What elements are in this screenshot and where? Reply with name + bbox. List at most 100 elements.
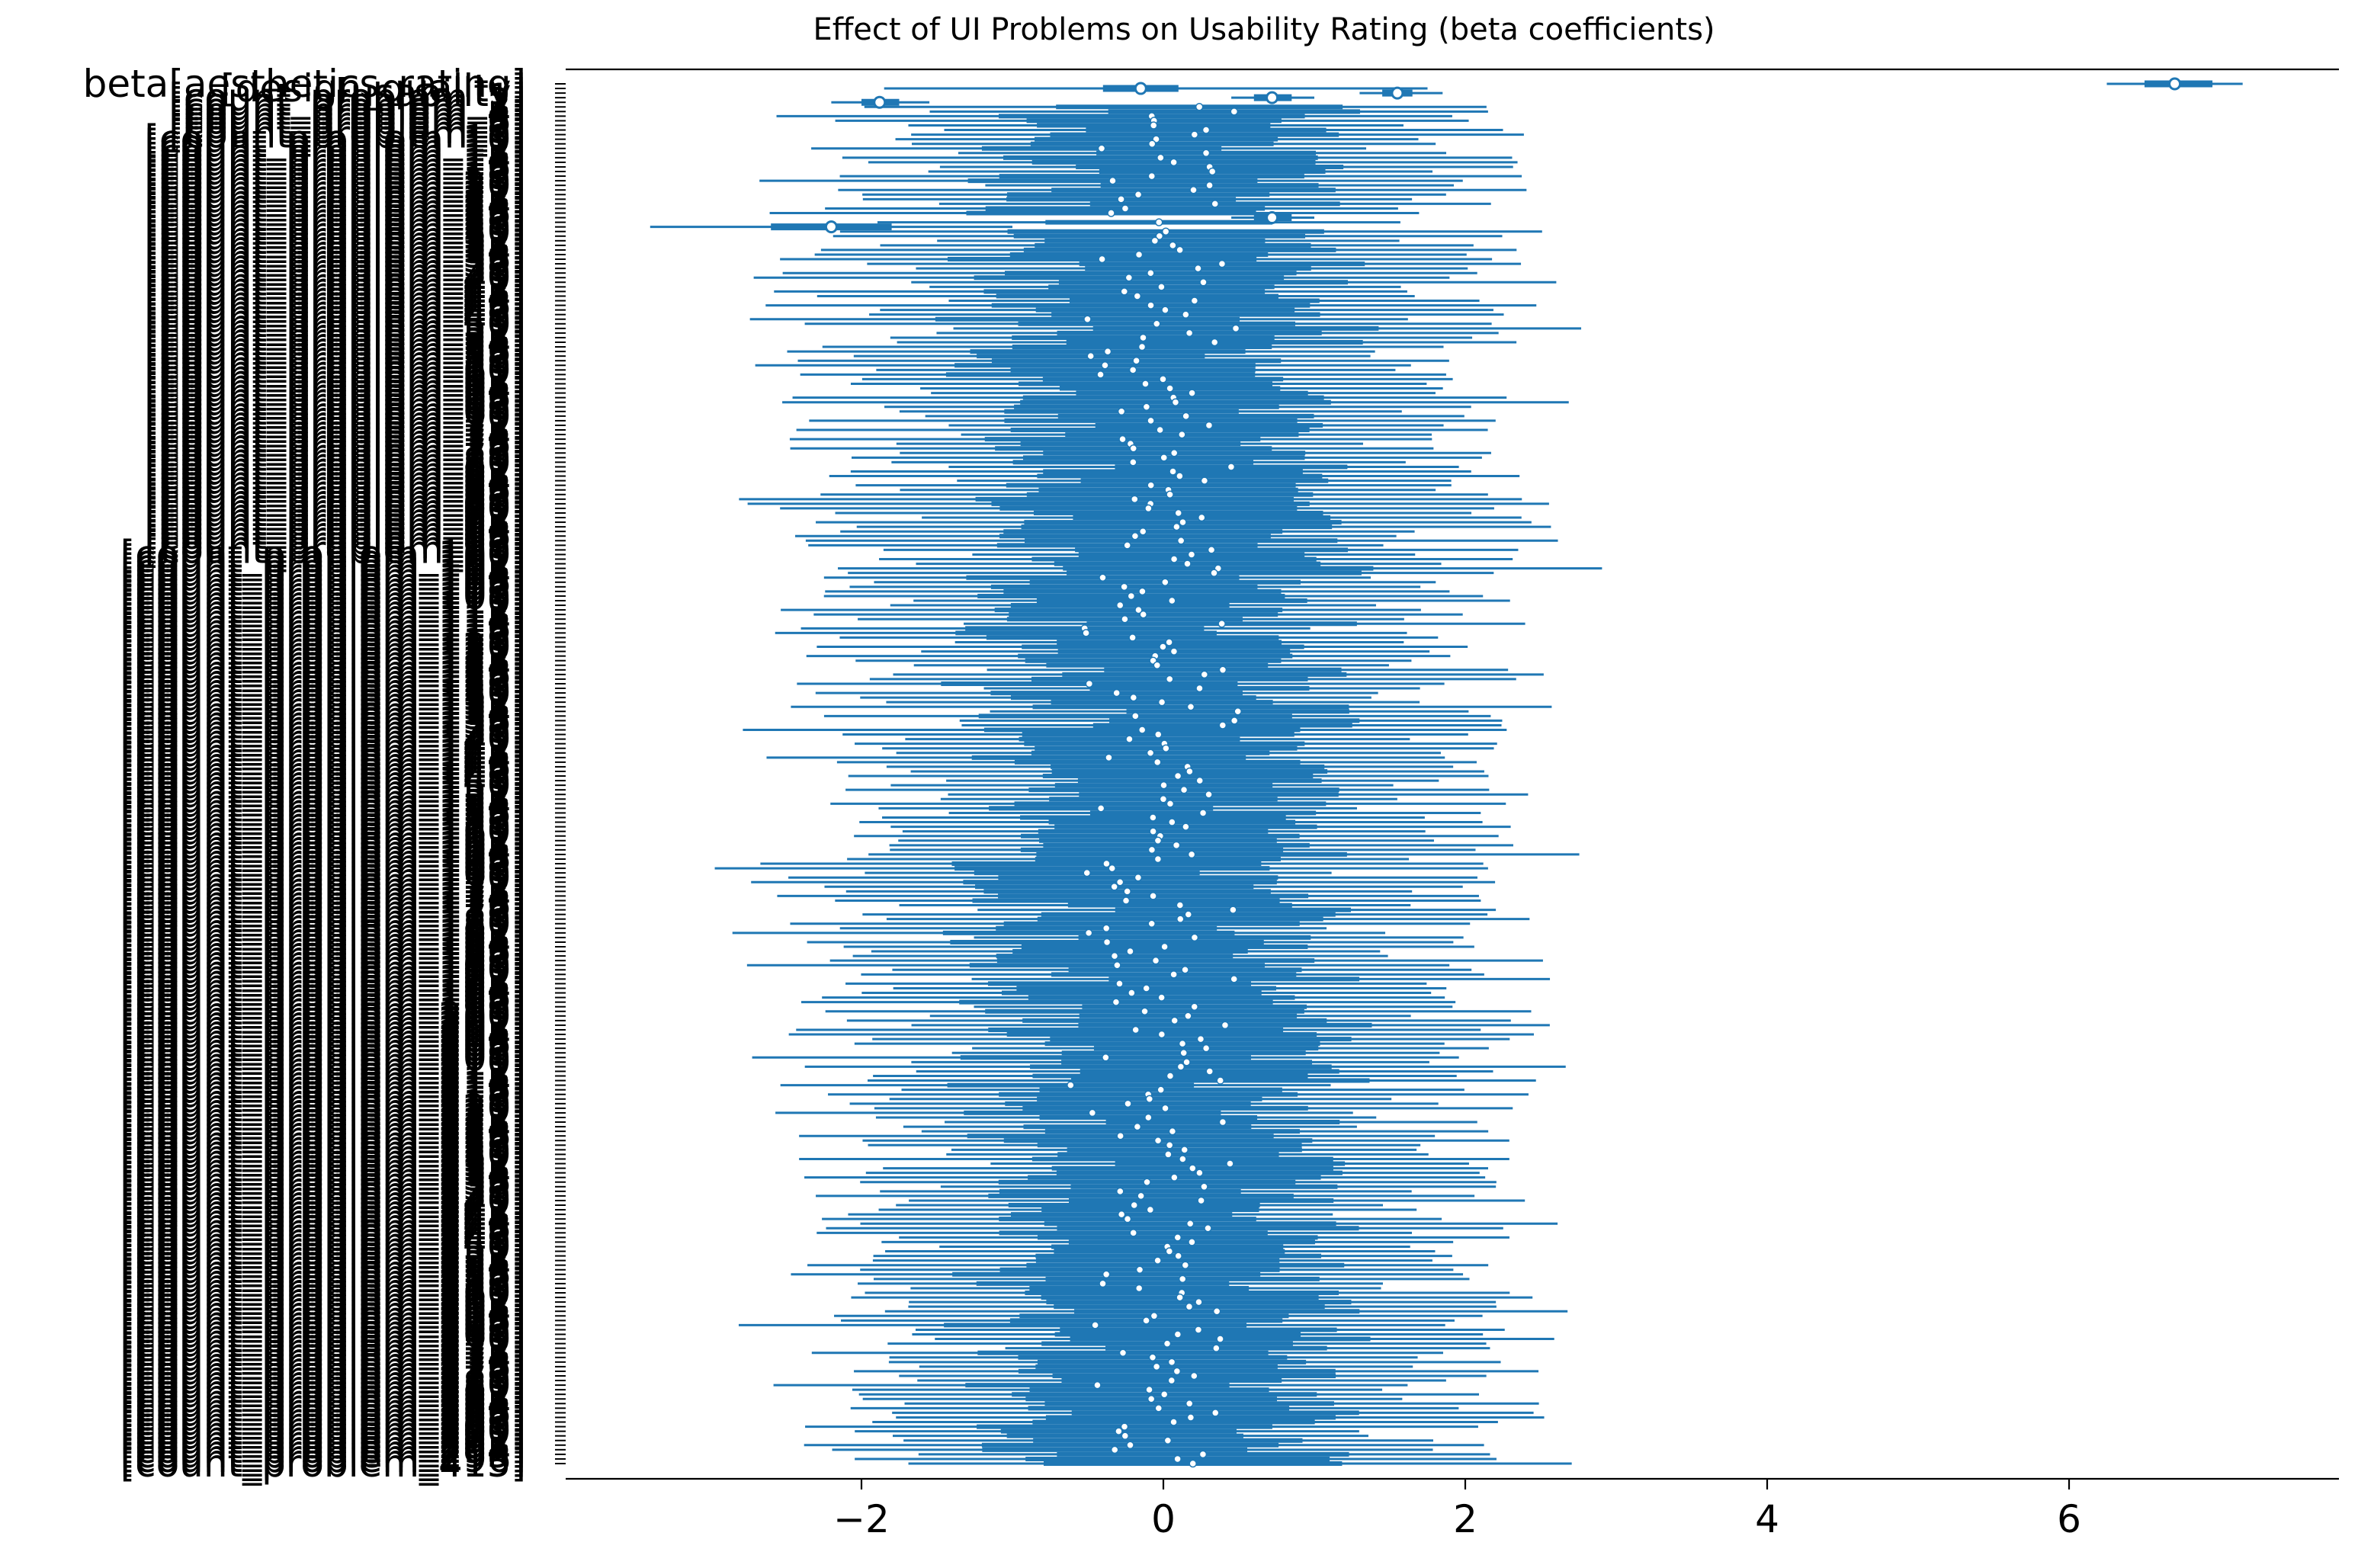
y-tick-label: [count_problem_96] [144,514,526,558]
median-point [1112,998,1121,1006]
median-point [1155,232,1164,241]
median-point [1171,398,1180,406]
y-tick-label: [count_problem_212] [120,1049,526,1093]
y-tick-label: [count_problem_188] [120,938,526,983]
y-tick-label: [count_problem_71] [144,399,526,443]
median-point [1131,495,1139,504]
y-tick-label: [count_problem_192] [120,957,526,1001]
y-tick-label: [count_problem_256] [120,1252,526,1297]
median-point [1168,818,1176,826]
y-tick-label: [count_problem_57] [144,334,526,378]
median-point [1170,1173,1179,1182]
y-tick-label: [count_problem_278] [120,1354,526,1398]
median-point [1152,1362,1161,1371]
median-point [1137,342,1147,351]
median-point [1157,697,1166,707]
median-point [1149,892,1157,900]
median-point [1151,956,1160,965]
median-point [1116,1131,1124,1140]
y-tick-label: [count_problem_203] [120,1008,526,1052]
median-point [1141,380,1150,388]
y-tick-label: [count_problem_13] [144,131,526,175]
median-point [1113,960,1121,970]
y-tick-label: [count_problem_231] [120,1137,526,1181]
median-point [1096,370,1105,379]
y-tick-label: [count_problem_41] [144,260,526,304]
y-axis-labels: beta[aesthetics_rating][design_quality][… [83,62,566,1486]
y-tick-label: [count_problem_75] [144,417,526,461]
y-tick-label: [count_problem_104] [120,551,526,595]
y-tick-label: [count_problem_276] [120,1345,526,1389]
y-tick-label: beta[aesthetics_rating] [83,62,526,106]
median-point [1184,910,1193,919]
y-tick-label: [count_problem_25] [144,186,526,230]
y-tick-label: [count_problem_196] [120,976,526,1020]
median-point [1142,402,1151,411]
median-point [1143,1178,1151,1186]
median-point [1217,259,1227,268]
y-tick-label: [count_problem_135] [120,694,526,738]
y-tick-label: [count_problem_80] [144,440,526,484]
y-tick-label: [count_problem_161] [120,814,526,858]
y-tick-label: [count_problem_218] [120,1077,526,1121]
y-tick-label: [count_problem_169] [120,851,526,895]
median-point [1205,181,1214,190]
y-tick-label: [count_problem_133] [120,685,526,729]
median-point [1230,975,1238,983]
y-tick-label: [count_problem_265] [120,1294,526,1338]
y-tick-label: [count_problem_261] [120,1275,526,1319]
median-point [1173,1330,1182,1339]
median-point [1147,268,1155,277]
median-point [1083,315,1092,323]
median-point [1178,430,1186,439]
y-tick-label: [count_problem_84] [144,459,526,503]
y-tick-label: [count_problem_229] [120,1127,526,1172]
y-tick-label: [count_problem_156] [120,790,526,835]
y-tick-label: [count_problem_97] [144,518,526,563]
y-tick-label: [count_problem_4] [168,89,526,133]
median-point [1161,227,1170,236]
median-point [1137,726,1147,734]
y-tick-label: [count_problem_66] [144,376,526,420]
y-tick-label: [count_problem_7] [168,103,526,147]
median-point [1147,416,1155,425]
median-point [1138,527,1147,536]
median-point [1116,1187,1124,1196]
y-tick-label: [count_problem_142] [120,726,526,771]
median-point [1234,707,1242,716]
y-tick-label: [count_problem_292] [120,1419,526,1463]
median-point [1182,822,1190,831]
median-point [1190,1371,1198,1380]
median-point [1210,569,1218,577]
y-tick-label: [count_problem_78] [144,431,526,475]
y-tick-label: [count_problem_163] [120,823,526,867]
median-point [1173,522,1181,531]
median-point [1120,1422,1129,1431]
y-tick-label: [count_problem_65] [144,371,526,415]
y-tick-label: [count_problem_162] [120,819,526,863]
median-point [1199,278,1208,287]
y-tick-label: [count_problem_245] [120,1201,526,1246]
median-point [1212,1344,1221,1352]
y-tick-label: [count_problem_189] [120,943,526,987]
y-tick-label: [count_problem_157] [120,796,526,840]
y-tick-label: [count_problem_85] [144,463,526,508]
median-point [1115,980,1124,988]
median-point [1137,1191,1145,1201]
y-tick-label: [count_problem_95] [144,509,526,553]
y-tick-label: [count_problem_91] [144,491,526,535]
median-point [1124,273,1134,282]
y-tick-label: [count_problem_6] [168,98,526,143]
median-point [1160,1390,1169,1399]
median-point [1102,1270,1111,1279]
median-point [1162,744,1170,752]
median-point [1190,1002,1198,1011]
y-tick-label: [count_problem_263] [120,1284,526,1329]
y-tick-label: [count_problem_114] [120,597,526,641]
median-point [1101,361,1109,370]
y-tick-label: [count_problem_272] [120,1326,526,1371]
y-tick-label: [count_problem_246] [120,1206,526,1250]
median-point [1218,665,1227,675]
y-tick-label: [count_problem_148] [120,754,526,798]
median-point [1190,297,1199,305]
